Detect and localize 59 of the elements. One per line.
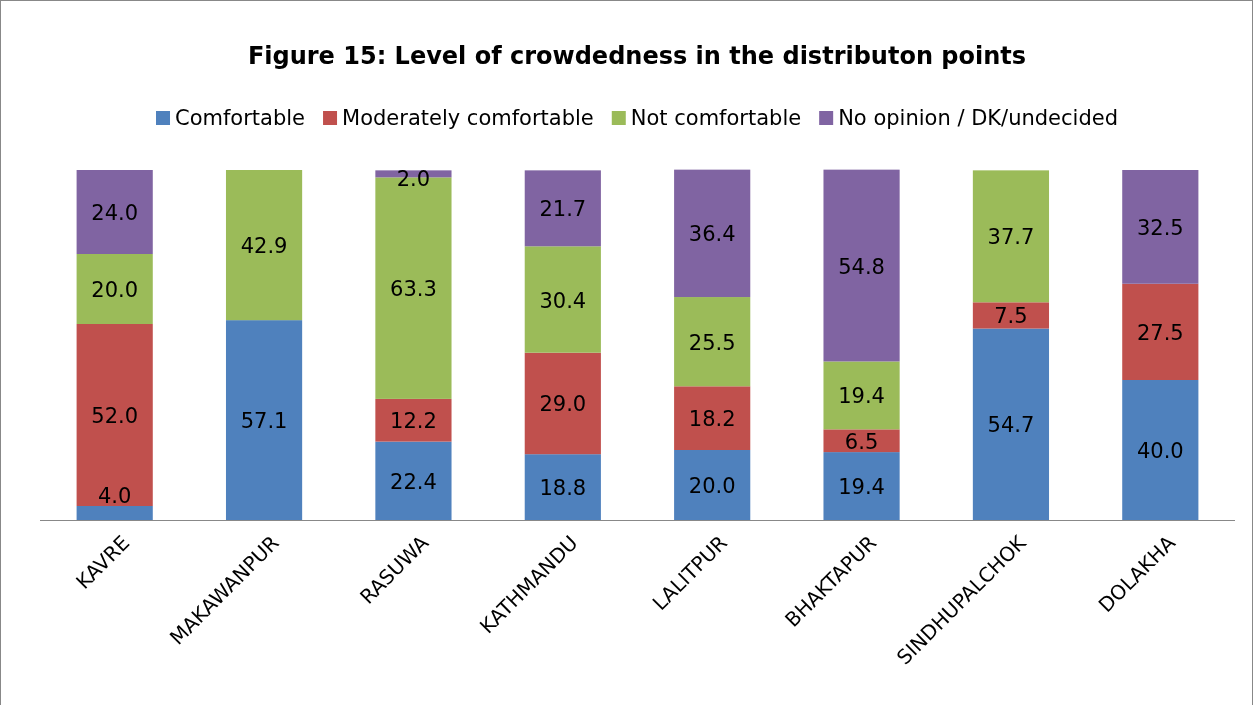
legend-label: Comfortable: [175, 106, 306, 130]
bar: [524, 246, 601, 353]
data-label: 54.7: [987, 413, 1035, 438]
data-label: 20.0: [91, 278, 139, 302]
bar: [225, 170, 303, 321]
data-label: 20.0: [688, 474, 736, 498]
bar: [972, 170, 1050, 303]
data-label: 29.0: [539, 392, 587, 417]
data-label: 22.4: [390, 469, 437, 494]
data-label: 40.0: [1136, 439, 1184, 463]
bar: [972, 328, 1050, 520]
data-label: 25.5: [688, 330, 736, 355]
data-label: 7.5: [994, 304, 1028, 329]
data-label: 57.1: [240, 409, 288, 434]
legend-label: Moderately comfortable: [342, 106, 594, 130]
bar: [524, 170, 601, 247]
data-label: 18.2: [688, 407, 736, 432]
bar: [823, 429, 900, 453]
bar: [823, 169, 900, 362]
bar: [1122, 283, 1199, 380]
bar: [674, 450, 751, 520]
data-label: 54.8: [838, 254, 885, 279]
data-label: 2.0: [396, 167, 431, 192]
bar: [375, 441, 452, 520]
data-label: 63.3: [390, 277, 437, 302]
bar: [674, 386, 751, 450]
bar: [972, 302, 1050, 329]
bar: [225, 320, 303, 520]
data-label: 30.4: [539, 288, 587, 313]
data-label: 18.8: [539, 476, 587, 501]
bar: [524, 454, 601, 520]
bar: [1122, 380, 1199, 520]
bar: [524, 352, 601, 455]
data-label: 27.5: [1136, 320, 1184, 345]
data-label: 21.7: [539, 197, 587, 222]
bar: [76, 506, 153, 520]
data-label: 37.7: [987, 225, 1035, 250]
data-label: 6.5: [844, 429, 879, 454]
data-label: 32.5: [1136, 215, 1184, 240]
bar: [76, 324, 153, 506]
bar: [375, 398, 452, 442]
data-label: 24.0: [91, 201, 139, 225]
data-label: 12.2: [390, 409, 437, 434]
bar: [1122, 170, 1199, 284]
data-label: 36.4: [688, 222, 736, 247]
data-label: 19.4: [838, 384, 885, 409]
data-label: 4.0: [97, 484, 132, 508]
bar: [674, 169, 751, 298]
chart-title: Figure 15: Level of crowdedness in the distributon points: [247, 42, 1027, 70]
bar: [76, 170, 153, 254]
bar: [823, 361, 900, 430]
data-label: 42.9: [240, 234, 288, 259]
bar: [76, 254, 153, 324]
bar: [674, 297, 751, 387]
data-label: 52.0: [91, 404, 139, 428]
bar: [823, 452, 900, 520]
legend-label: Not comfortable: [630, 106, 802, 130]
data-label: 19.4: [838, 475, 885, 500]
legend-label: No opinion / DK/undecided: [838, 106, 1118, 130]
